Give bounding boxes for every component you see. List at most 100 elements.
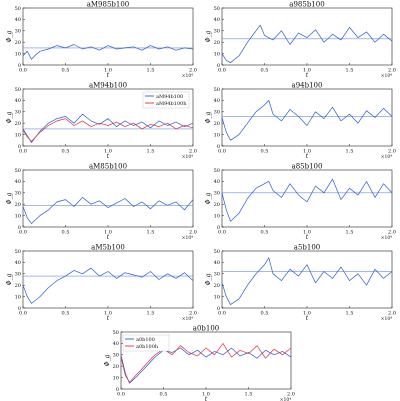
- y-axis-label: Φ_g: [205, 30, 212, 42]
- x-tick-label: 1.0: [303, 230, 311, 236]
- y-tick-label: 20: [214, 202, 220, 208]
- y-tick-label: 0: [18, 225, 21, 231]
- y-tick-label: 0: [18, 144, 21, 150]
- y-tick-label: 10: [214, 132, 220, 138]
- y-tick-label: 30: [214, 272, 220, 278]
- x-axis-label: t: [306, 153, 309, 160]
- chart-panel-8: a5b100 0 10 20 30 40 50 0.0 0.5 1.0 1.5 2.0 Φ_gt ×10⁴: [205, 244, 396, 323]
- x-tick-label: 1.0: [202, 392, 210, 398]
- y-tick-label: 20: [15, 121, 21, 127]
- y-tick-label: 10: [15, 51, 21, 57]
- y-tick-label: 30: [113, 353, 119, 359]
- x-multiplier-label: ×10⁴: [280, 397, 291, 401]
- x-tick-label: 1.0: [303, 311, 311, 317]
- plot-frame: [22, 7, 194, 66]
- y-tick-label: 50: [113, 330, 119, 336]
- y-tick-label: 40: [214, 98, 220, 104]
- plot-frame: [22, 169, 194, 228]
- x-tick-label: 0.5: [62, 230, 70, 236]
- y-tick-label: 10: [15, 294, 21, 300]
- x-tick-label: 1.0: [104, 149, 112, 155]
- x-tick-label: 2.0: [388, 149, 396, 155]
- series-line-1: [221, 178, 393, 222]
- y-tick-label: 30: [15, 272, 21, 278]
- y-tick-label: 10: [214, 51, 220, 57]
- x-multiplier-label: ×10⁴: [182, 73, 193, 79]
- x-multiplier-label: ×10⁴: [381, 154, 392, 160]
- y-axis-label: Φ_g: [205, 192, 212, 204]
- x-tick-label: 0.0: [218, 149, 226, 155]
- y-tick-label: 30: [15, 191, 21, 197]
- y-tick-label: 20: [214, 40, 220, 46]
- series-line-1: [22, 44, 194, 60]
- y-tick-label: 30: [214, 29, 220, 35]
- x-axis-label: t: [107, 315, 110, 322]
- x-tick-label: 1.5: [346, 311, 354, 317]
- x-tick-label: 2.0: [189, 149, 197, 155]
- x-tick-label: 0.0: [218, 68, 226, 74]
- series-line-1: [22, 267, 194, 304]
- y-tick-label: 10: [113, 375, 119, 381]
- x-tick-label: 2.0: [189, 311, 197, 317]
- y-tick-label: 50: [15, 6, 21, 12]
- y-axis-label: Φ_g: [205, 273, 212, 285]
- y-tick-label: 30: [15, 110, 21, 116]
- y-tick-label: 40: [15, 98, 21, 104]
- y-tick-label: 40: [15, 17, 21, 23]
- plot-frame: [221, 7, 393, 66]
- y-tick-label: 10: [214, 294, 220, 300]
- y-tick-label: 30: [15, 29, 21, 35]
- chart-panel-5: aM85b100 0 10 20 30 40 50 0.0 0.5 1.0 1.5 2.0 Φ_gt ×1…: [6, 163, 197, 242]
- y-axis-label: Φ_g: [104, 354, 111, 366]
- x-tick-label: 2.0: [388, 311, 396, 317]
- x-tick-label: 1.0: [104, 230, 112, 236]
- x-tick-label: 0.5: [261, 311, 269, 317]
- x-tick-label: 1.0: [104, 311, 112, 317]
- y-tick-label: 40: [214, 260, 220, 266]
- x-tick-label: 1.0: [104, 68, 112, 74]
- chart-title: aM94b100: [89, 82, 127, 90]
- chart-title: a85b100: [292, 163, 323, 171]
- y-tick-label: 0: [217, 225, 220, 231]
- x-multiplier-label: ×10⁴: [182, 235, 193, 241]
- legend-entry: a0b100h: [136, 344, 159, 350]
- chart-panel-4: a94b100 0 10 20 30 40 50 0.0 0.5 1.0 1.5 2.0 Φ_gt ×10…: [205, 82, 396, 161]
- x-tick-label: 0.5: [261, 149, 269, 155]
- x-multiplier-label: ×10⁴: [381, 73, 392, 79]
- x-tick-label: 1.0: [303, 68, 311, 74]
- x-tick-label: 1.5: [147, 149, 155, 155]
- x-tick-label: 2.0: [189, 230, 197, 236]
- chart-panel-9: a0b100 0 10 20 30 40 50 0.0 0.5 1.0 1.5 2.0 Φ_gt ×10⁴…: [104, 325, 295, 401]
- y-tick-label: 20: [113, 364, 119, 370]
- y-tick-label: 50: [214, 6, 220, 12]
- x-axis-label: t: [107, 153, 110, 160]
- y-tick-label: 40: [214, 179, 220, 185]
- x-tick-label: 0.5: [261, 230, 269, 236]
- y-tick-label: 20: [214, 283, 220, 289]
- x-axis-label: t: [306, 234, 309, 241]
- y-tick-label: 20: [15, 202, 21, 208]
- x-tick-label: 0.5: [62, 149, 70, 155]
- y-tick-label: 20: [15, 40, 21, 46]
- plot-frame: [22, 250, 194, 309]
- series-line-2: [120, 343, 292, 383]
- y-tick-label: 50: [214, 87, 220, 93]
- chart-panel-1: aM985b100 0 10 20 30 40 50 0.0 0.5 1.0 1.5 2.0 Φ_gt ×…: [6, 1, 197, 80]
- x-tick-label: 1.5: [147, 311, 155, 317]
- chart-title: a5b100: [294, 244, 320, 252]
- x-tick-label: 1.5: [346, 230, 354, 236]
- legend-box: [142, 91, 190, 109]
- series-line-1: [221, 257, 393, 305]
- legend-entry: a0b100: [136, 337, 155, 343]
- y-tick-label: 0: [18, 63, 21, 69]
- chart-title: a94b100: [292, 82, 323, 90]
- x-tick-label: 0.0: [218, 230, 226, 236]
- y-tick-label: 10: [15, 213, 21, 219]
- chart-title: aM85b100: [89, 163, 127, 171]
- y-tick-label: 40: [15, 179, 21, 185]
- plot-frame: [221, 88, 393, 147]
- chart-panel-7: aM5b100 0 10 20 30 40 50 0.0 0.5 1.0 1.5 2.0 Φ_gt ×10…: [6, 244, 197, 323]
- x-multiplier-label: ×10⁴: [381, 235, 392, 241]
